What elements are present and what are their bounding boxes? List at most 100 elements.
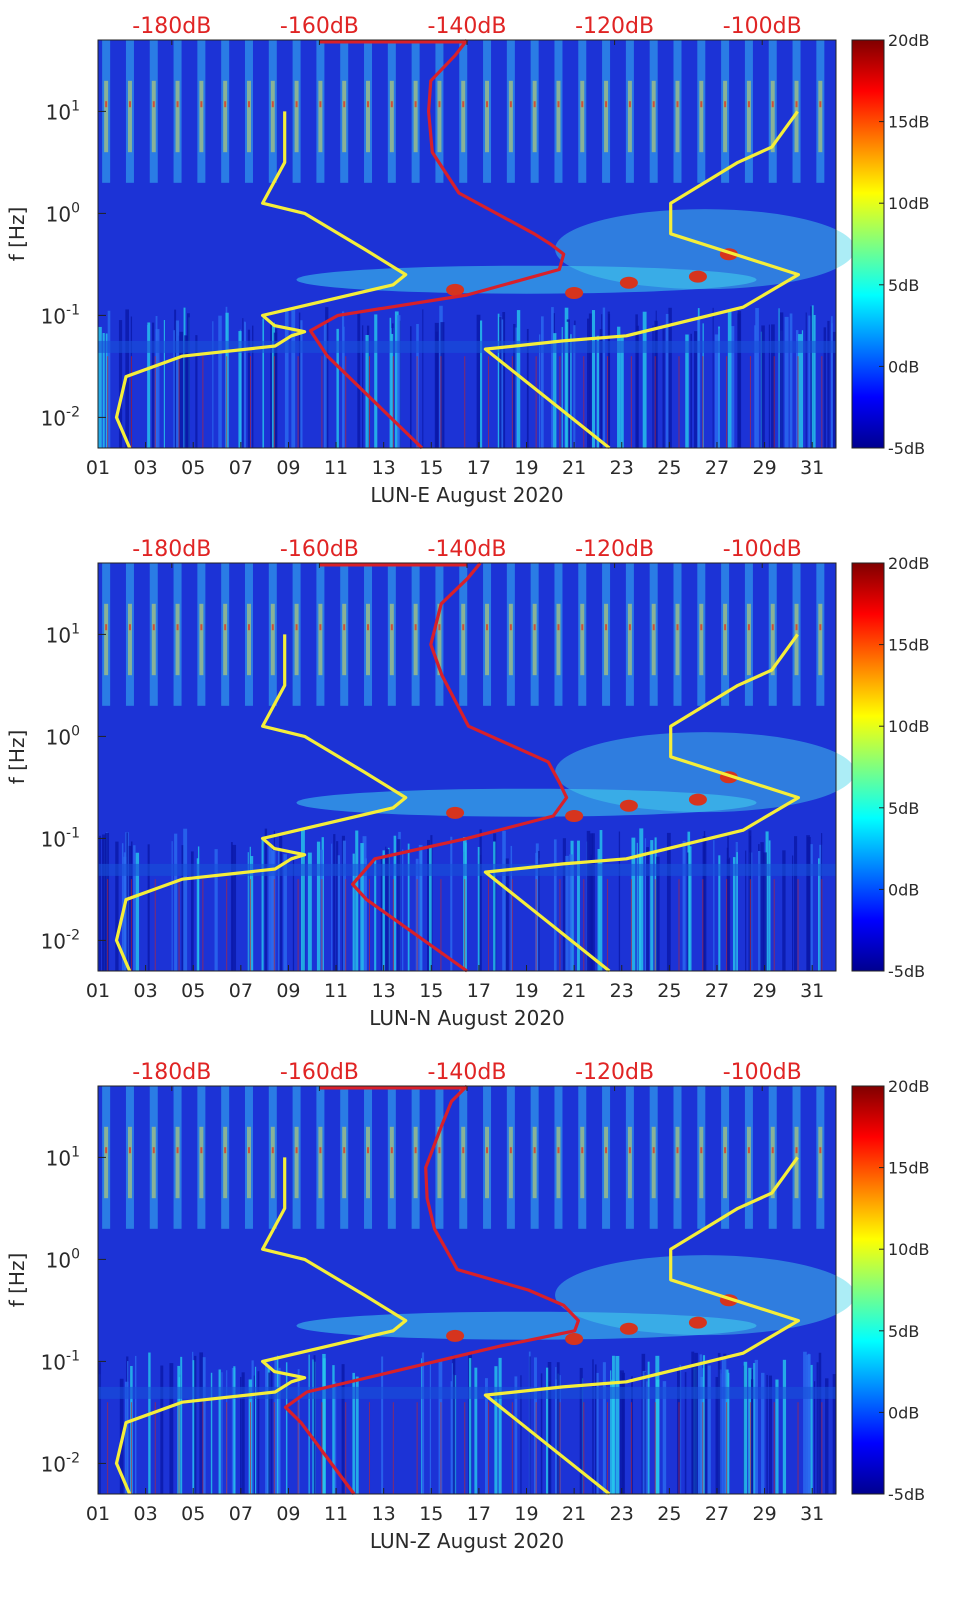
x-tick-label: 25 <box>657 457 681 479</box>
x-tick-label: 15 <box>419 457 443 479</box>
x-tick-label: 11 <box>324 457 348 479</box>
curve-low-noise-model <box>114 111 408 449</box>
y-axis-label: f [Hz] <box>5 207 29 262</box>
x-tick-label: 29 <box>752 1503 776 1525</box>
x-tick-label: 21 <box>562 980 586 1002</box>
y-tick-label: 101 <box>46 98 80 124</box>
top-axis-db-label: -180dB <box>132 14 211 39</box>
y-tick-label: 10-1 <box>41 302 80 328</box>
x-tick-label: 19 <box>514 457 538 479</box>
x-tick-label: 13 <box>372 1503 396 1525</box>
x-tick-label: 29 <box>752 457 776 479</box>
y-tick-label: 10-2 <box>41 404 80 430</box>
top-axis-db-label: -140dB <box>428 537 507 562</box>
x-tick-label: 29 <box>752 980 776 1002</box>
colorbar-label: -5dB <box>888 439 925 458</box>
colorbar-label: 15dB <box>888 1159 930 1178</box>
x-tick-label: 23 <box>610 1503 634 1525</box>
x-tick-label: 01 <box>86 1503 110 1525</box>
colorbar-label: 5dB <box>888 276 919 295</box>
x-tick-label: 27 <box>705 1503 729 1525</box>
x-axis-label: LUN-E August 2020 <box>370 483 563 507</box>
x-tick-label: 23 <box>610 457 634 479</box>
x-tick-label: 01 <box>86 980 110 1002</box>
x-tick-label: 31 <box>800 1503 824 1525</box>
spectrogram-texture <box>98 563 856 971</box>
colorbar-label: 20dB <box>888 554 930 573</box>
colorbar-label: -5dB <box>888 962 925 981</box>
colorbar-label: 15dB <box>888 113 930 132</box>
colorbar-label: 10dB <box>888 194 930 213</box>
top-axis-db-label: -180dB <box>132 537 211 562</box>
x-tick-label: 07 <box>229 457 253 479</box>
colorbar-label: 5dB <box>888 1322 919 1341</box>
x-tick-label: 25 <box>657 1503 681 1525</box>
panel-lun-e: 01 03 05 07 09 11 13 15 17 19 21 23 25 27 29 31 LUN-E Au… <box>5 14 930 507</box>
curve-median-PSD <box>351 561 569 973</box>
top-axis-db-label: -140dB <box>428 14 507 39</box>
x-tick-label: 19 <box>514 1503 538 1525</box>
y-tick-label: 10-2 <box>41 927 80 953</box>
x-tick-label: 31 <box>800 980 824 1002</box>
y-tick-label: 101 <box>46 621 80 647</box>
panel-lun-z: 01 03 05 07 09 11 13 15 17 19 21 23 25 27 29 31 LUN-Z Au… <box>5 1060 930 1553</box>
x-tick-label: 13 <box>372 457 396 479</box>
x-tick-label: 09 <box>276 980 300 1002</box>
colorbar-label: 10dB <box>888 717 930 736</box>
x-axis-label: LUN-Z August 2020 <box>370 1529 564 1553</box>
x-tick-label: 09 <box>276 1503 300 1525</box>
x-tick-label: 27 <box>705 457 729 479</box>
x-tick-label: 17 <box>467 980 491 1002</box>
panel-lun-n: 01 03 05 07 09 11 13 15 17 19 21 23 25 27 29 31 LUN-N Au… <box>5 537 930 1030</box>
x-tick-label: 07 <box>229 980 253 1002</box>
x-tick-label: 25 <box>657 980 681 1002</box>
x-tick-label: 05 <box>181 980 205 1002</box>
colorbar-label: -5dB <box>888 1485 925 1504</box>
curve-low-noise-model <box>114 634 408 972</box>
curve-high-noise-model <box>483 110 801 450</box>
curve-high-noise-model <box>483 633 801 973</box>
y-tick-label: 10-2 <box>41 1450 80 1476</box>
y-tick-label: 100 <box>46 1246 80 1272</box>
colorbar <box>851 1085 885 1495</box>
y-tick-label: 100 <box>46 200 80 226</box>
x-tick-label: 31 <box>800 457 824 479</box>
x-tick-label: 11 <box>324 1503 348 1525</box>
x-tick-label: 13 <box>372 980 396 1002</box>
top-axis-db-label: -160dB <box>280 537 359 562</box>
colorbar-label: 15dB <box>888 636 930 655</box>
curve-median-PSD <box>283 1084 581 1495</box>
top-axis-db-label: -180dB <box>132 1060 211 1085</box>
top-axis-db-label: -100dB <box>723 1060 802 1085</box>
curve-median-PSD <box>308 39 566 450</box>
x-tick-label: 19 <box>514 980 538 1002</box>
x-tick-label: 03 <box>134 980 158 1002</box>
x-axis-label: LUN-N August 2020 <box>369 1006 565 1030</box>
x-tick-label: 03 <box>134 1503 158 1525</box>
x-tick-label: 15 <box>419 1503 443 1525</box>
x-tick-label: 15 <box>419 980 443 1002</box>
curve-high-noise-model <box>483 1156 801 1496</box>
colorbar-label: 0dB <box>888 357 919 376</box>
x-tick-label: 27 <box>705 980 729 1002</box>
colorbar-label: 5dB <box>888 799 919 818</box>
colorbar <box>851 39 885 449</box>
top-axis-db-label: -120dB <box>575 537 654 562</box>
x-tick-label: 21 <box>562 1503 586 1525</box>
x-tick-label: 21 <box>562 457 586 479</box>
top-axis-db-label: -120dB <box>575 14 654 39</box>
colorbar <box>851 562 885 972</box>
x-tick-label: 07 <box>229 1503 253 1525</box>
colorbar-label: 20dB <box>888 1077 930 1096</box>
colorbar-label: 0dB <box>888 880 919 899</box>
x-tick-label: 05 <box>181 1503 205 1525</box>
y-tick-label: 100 <box>46 723 80 749</box>
top-axis-db-label: -100dB <box>723 14 802 39</box>
x-tick-label: 17 <box>467 457 491 479</box>
x-tick-label: 05 <box>181 457 205 479</box>
top-axis-db-label: -160dB <box>280 1060 359 1085</box>
y-axis-label: f [Hz] <box>5 1253 29 1308</box>
x-tick-label: 23 <box>610 980 634 1002</box>
colorbar-label: 0dB <box>888 1403 919 1422</box>
